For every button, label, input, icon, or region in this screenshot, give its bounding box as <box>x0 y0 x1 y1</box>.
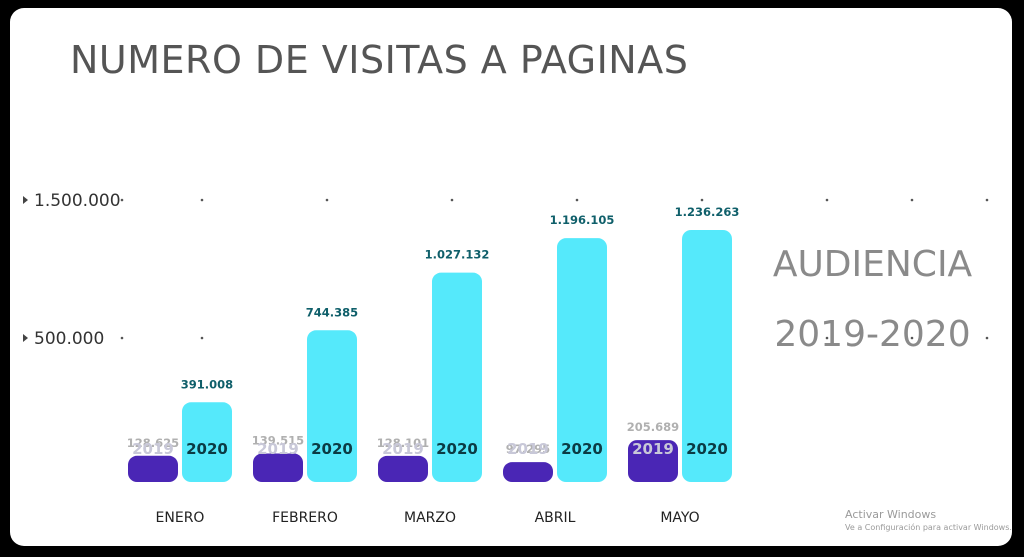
bar-2019 <box>378 455 428 482</box>
side-title-line1: AUDIENCIA <box>772 244 973 285</box>
bar-year-label-2020: 2020 <box>561 440 603 458</box>
activation-watermark: Activar Windows Ve a Configuración para … <box>845 508 1012 532</box>
grid-dot <box>450 198 454 202</box>
bar-year-label-2019: 2019 <box>382 440 424 458</box>
tick-marker-icon <box>23 196 28 204</box>
grid-dot <box>200 198 204 202</box>
data-label-2020: 1.027.132 <box>425 248 490 262</box>
side-title-line2: 2019-2020 <box>774 314 971 355</box>
data-label-2019: 97.295 <box>506 442 550 456</box>
bar-2019 <box>503 462 553 482</box>
data-label-2019: 139.515 <box>252 434 304 448</box>
bar-year-label-2020: 2020 <box>686 440 728 458</box>
bar-2020 <box>557 238 607 482</box>
tick-marker-icon <box>23 334 28 342</box>
y-tick-label: 1.500.000 <box>34 191 121 211</box>
grid-dot <box>120 198 124 202</box>
category-label: FEBRERO <box>272 510 338 526</box>
data-label-2019: 128.625 <box>127 436 179 450</box>
grid-dot <box>200 336 204 340</box>
data-label-2020: 1.196.105 <box>550 213 615 227</box>
grid-dot <box>120 336 124 340</box>
category-label: MARZO <box>404 510 456 526</box>
slide-panel: NUMERO DE VISITAS A PAGINAS AUDIENCIA 20… <box>10 8 1012 546</box>
grid-dot <box>910 198 914 202</box>
bar-2020 <box>182 402 232 482</box>
grid-dot <box>985 198 989 202</box>
watermark-line2: Ve a Configuración para activar Windows. <box>845 523 1012 532</box>
data-label-2019: 205.689 <box>627 420 679 434</box>
data-label-2020: 391.008 <box>181 377 233 391</box>
bar-year-label-2020: 2020 <box>186 440 228 458</box>
bar-2019 <box>128 455 178 482</box>
bar-year-label-2019: 2019 <box>632 440 674 458</box>
bar-year-label-2019: 2019 <box>132 440 174 458</box>
data-label-2020: 744.385 <box>306 305 358 319</box>
grid-dot <box>910 336 914 340</box>
watermark-line1: Activar Windows <box>845 508 937 521</box>
side-title: AUDIENCIA 2019-2020 <box>755 230 990 370</box>
grid-dot <box>985 336 989 340</box>
bar-2020 <box>682 230 732 482</box>
data-label-2019: 128.101 <box>377 436 429 450</box>
bar-year-label-2019: 2019 <box>257 440 299 458</box>
data-label-2020: 1.236.263 <box>675 205 740 219</box>
grid-dot <box>575 198 579 202</box>
bar-year-label-2020: 2020 <box>436 440 478 458</box>
grid-dot <box>825 336 829 340</box>
bar-2019 <box>253 453 303 482</box>
category-label: MAYO <box>660 510 699 526</box>
grid-dot <box>325 198 329 202</box>
grid-dot <box>825 198 829 202</box>
bar-2019 <box>628 440 678 482</box>
y-tick-label: 500.000 <box>34 329 104 349</box>
category-label: ENERO <box>156 510 205 526</box>
bar-2020 <box>307 330 357 482</box>
bar-year-label-2019: 2019 <box>507 440 549 458</box>
bar-2020 <box>432 272 482 482</box>
chart-title: NUMERO DE VISITAS A PAGINAS <box>70 38 689 82</box>
bar-year-label-2020: 2020 <box>311 440 353 458</box>
grid-dot <box>700 198 704 202</box>
category-label: ABRIL <box>535 510 576 526</box>
